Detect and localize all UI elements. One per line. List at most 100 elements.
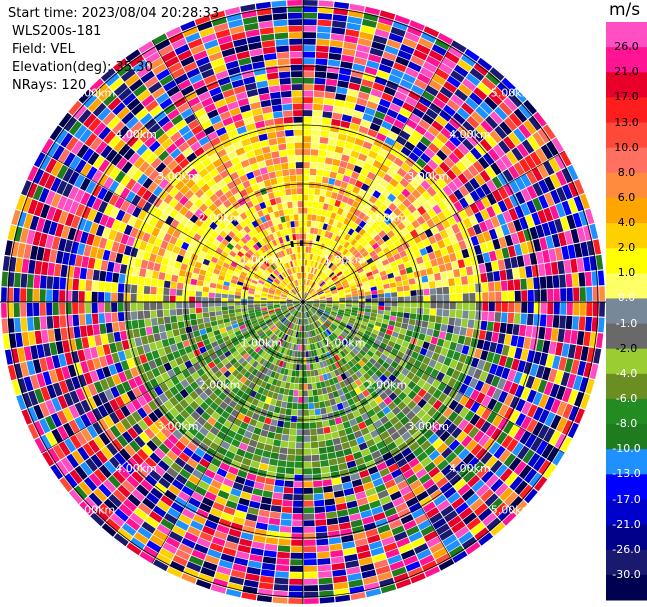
velocity-bin xyxy=(307,311,311,317)
velocity-bin xyxy=(311,308,317,313)
velocity-bin xyxy=(441,419,453,430)
velocity-bin xyxy=(323,323,329,329)
velocity-bin xyxy=(331,477,342,485)
velocity-bin xyxy=(181,354,190,363)
velocity-bin xyxy=(309,280,313,287)
velocity-bin xyxy=(344,251,352,258)
velocity-bin xyxy=(42,371,52,386)
velocity-bin xyxy=(276,276,282,282)
velocity-bin xyxy=(406,223,415,233)
velocity-bin xyxy=(540,302,547,314)
velocity-bin xyxy=(306,370,311,377)
velocity-bin xyxy=(362,389,370,398)
velocity-bin xyxy=(195,406,205,416)
velocity-bin xyxy=(539,237,548,251)
velocity-bin xyxy=(310,309,315,315)
velocity-bin xyxy=(269,312,276,317)
velocity-bin xyxy=(555,385,566,401)
velocity-bin xyxy=(290,336,294,343)
velocity-bin xyxy=(274,307,281,310)
velocity-bin xyxy=(361,79,374,88)
velocity-bin xyxy=(364,6,381,16)
velocity-bin xyxy=(370,230,378,239)
velocity-bin xyxy=(312,306,318,311)
velocity-bin xyxy=(294,337,298,344)
velocity-bin xyxy=(126,390,137,402)
velocity-bin xyxy=(150,286,157,295)
velocity-bin xyxy=(152,270,160,279)
velocity-bin xyxy=(300,351,303,358)
velocity-bin xyxy=(218,383,227,392)
velocity-bin xyxy=(306,303,313,305)
velocity-bin xyxy=(369,357,377,365)
velocity-bin xyxy=(250,341,257,348)
velocity-bin xyxy=(480,273,488,283)
velocity-bin xyxy=(379,327,387,334)
velocity-bin xyxy=(108,193,119,206)
velocity-bin xyxy=(333,227,340,235)
velocity-bin xyxy=(352,110,364,119)
velocity-bin xyxy=(235,291,242,296)
velocity-bin xyxy=(98,464,112,479)
velocity-bin xyxy=(351,230,359,239)
velocity-bin xyxy=(313,487,324,494)
velocity-bin xyxy=(439,430,451,442)
velocity-bin xyxy=(121,431,134,444)
velocity-bin xyxy=(148,359,157,370)
velocity-bin xyxy=(322,339,328,346)
velocity-bin xyxy=(295,295,300,300)
velocity-bin xyxy=(320,257,325,264)
velocity-bin xyxy=(429,170,441,182)
velocity-bin xyxy=(434,361,443,371)
velocity-bin xyxy=(50,412,62,428)
velocity-bin xyxy=(130,284,138,294)
velocity-bin xyxy=(403,555,419,566)
velocity-bin xyxy=(289,383,295,390)
velocity-bin xyxy=(481,77,496,91)
velocity-bin xyxy=(263,327,270,333)
velocity-bin xyxy=(218,323,225,330)
velocity-bin xyxy=(385,183,395,193)
velocity-bin xyxy=(476,465,490,479)
velocity-bin xyxy=(538,263,546,277)
velocity-bin xyxy=(45,356,55,371)
velocity-bin xyxy=(40,386,51,402)
velocity-bin xyxy=(281,307,288,311)
velocity-bin xyxy=(439,528,454,541)
velocity-bin xyxy=(393,343,402,351)
velocity-bin xyxy=(319,333,325,340)
velocity-bin xyxy=(308,317,312,324)
velocity-bin xyxy=(98,281,105,292)
velocity-bin xyxy=(428,251,436,261)
velocity-bin xyxy=(59,477,73,493)
velocity-bin xyxy=(501,344,510,356)
velocity-bin xyxy=(170,343,178,353)
velocity-bin xyxy=(227,429,237,439)
velocity-bin xyxy=(333,106,344,114)
velocity-bin xyxy=(337,313,344,317)
velocity-bin xyxy=(187,526,201,537)
velocity-bin xyxy=(514,205,525,219)
velocity-bin xyxy=(388,32,404,43)
velocity-bin xyxy=(350,150,360,159)
velocity-bin xyxy=(323,331,328,338)
velocity-bin xyxy=(468,284,476,293)
velocity-bin xyxy=(138,384,148,395)
velocity-bin xyxy=(373,175,383,184)
velocity-bin xyxy=(446,349,455,359)
velocity-bin xyxy=(225,472,237,482)
velocity-bin xyxy=(215,306,222,312)
velocity-bin xyxy=(221,302,228,307)
velocity-bin xyxy=(182,289,190,296)
velocity-bin xyxy=(304,305,307,312)
velocity-bin xyxy=(274,296,280,299)
velocity-bin xyxy=(202,291,209,297)
velocity-bin xyxy=(286,303,293,305)
velocity-bin xyxy=(321,283,327,289)
velocity-bin xyxy=(103,163,116,176)
velocity-bin xyxy=(376,104,389,114)
velocity-bin xyxy=(310,330,315,337)
velocity-bin xyxy=(276,288,282,293)
velocity-bin xyxy=(543,381,554,396)
velocity-bin xyxy=(312,389,318,396)
